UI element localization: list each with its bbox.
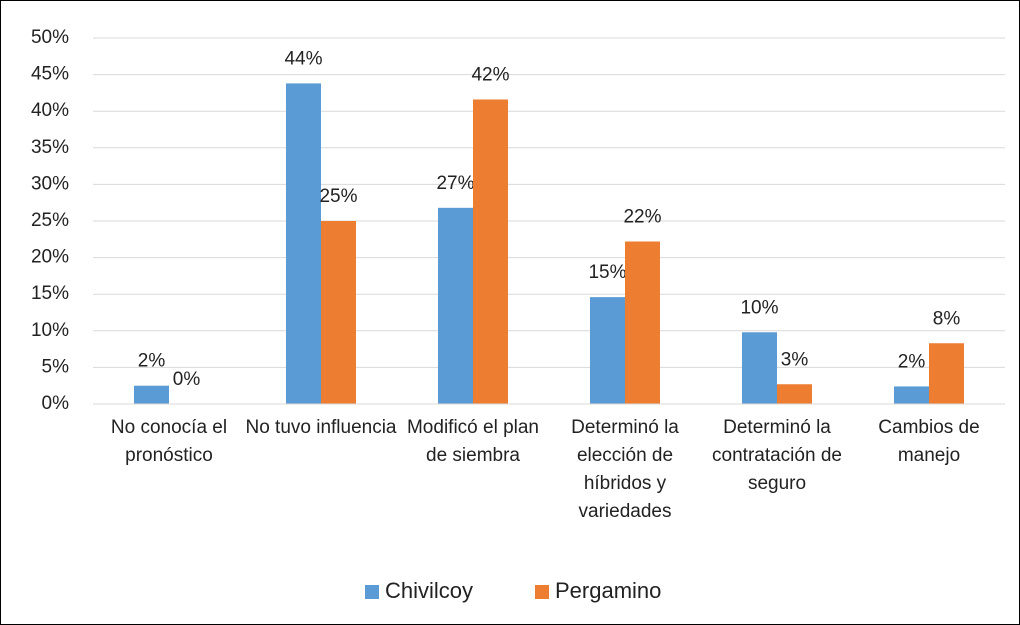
bar <box>321 221 356 404</box>
y-tick-label: 45% <box>31 64 69 85</box>
x-tick-label: Determinó la contratación de seguro <box>712 417 842 494</box>
bar <box>590 297 625 404</box>
bar <box>473 99 508 404</box>
bar <box>134 385 169 404</box>
y-tick-label: 50% <box>31 27 69 48</box>
data-label: 2% <box>898 351 926 372</box>
y-tick-label: 15% <box>31 283 69 304</box>
data-label: 27% <box>436 173 474 194</box>
x-tick-label: No conocía el pronóstico <box>110 417 228 466</box>
x-tick-label: Determinó la elección de híbridos y vari… <box>571 417 679 522</box>
bar <box>625 241 660 404</box>
y-tick-label: 10% <box>31 320 69 341</box>
bar <box>742 332 777 404</box>
x-tick-label: Cambios de manejo <box>878 417 980 466</box>
data-label: 22% <box>623 207 661 228</box>
data-label: 42% <box>471 65 509 86</box>
y-tick-label: 40% <box>31 100 69 121</box>
data-label: 0% <box>173 369 201 390</box>
y-tick-label: 30% <box>31 173 69 194</box>
legend-label: Chivilcoy <box>385 578 473 603</box>
data-label: 44% <box>284 48 322 69</box>
x-tick-label: Modificó el plan de siembra <box>406 417 540 466</box>
y-tick-label: 25% <box>31 210 69 231</box>
y-tick-label: 20% <box>31 247 69 268</box>
bar <box>894 386 929 404</box>
data-label: 10% <box>740 297 778 318</box>
data-label: 3% <box>781 349 809 370</box>
bar <box>438 207 473 404</box>
legend-swatch <box>535 585 549 599</box>
data-label: 25% <box>319 186 357 207</box>
x-tick-label: No tuvo influencia <box>245 417 397 438</box>
data-label: 2% <box>138 351 166 372</box>
legend-label: Pergamino <box>555 578 661 603</box>
bar <box>929 343 964 404</box>
bar <box>777 384 812 404</box>
y-tick-label: 5% <box>42 356 70 377</box>
data-label: 15% <box>588 262 626 283</box>
y-tick-label: 35% <box>31 137 69 158</box>
y-tick-label: 0% <box>42 393 70 414</box>
data-label: 8% <box>933 308 961 329</box>
legend-swatch <box>365 585 379 599</box>
bar <box>286 83 321 404</box>
